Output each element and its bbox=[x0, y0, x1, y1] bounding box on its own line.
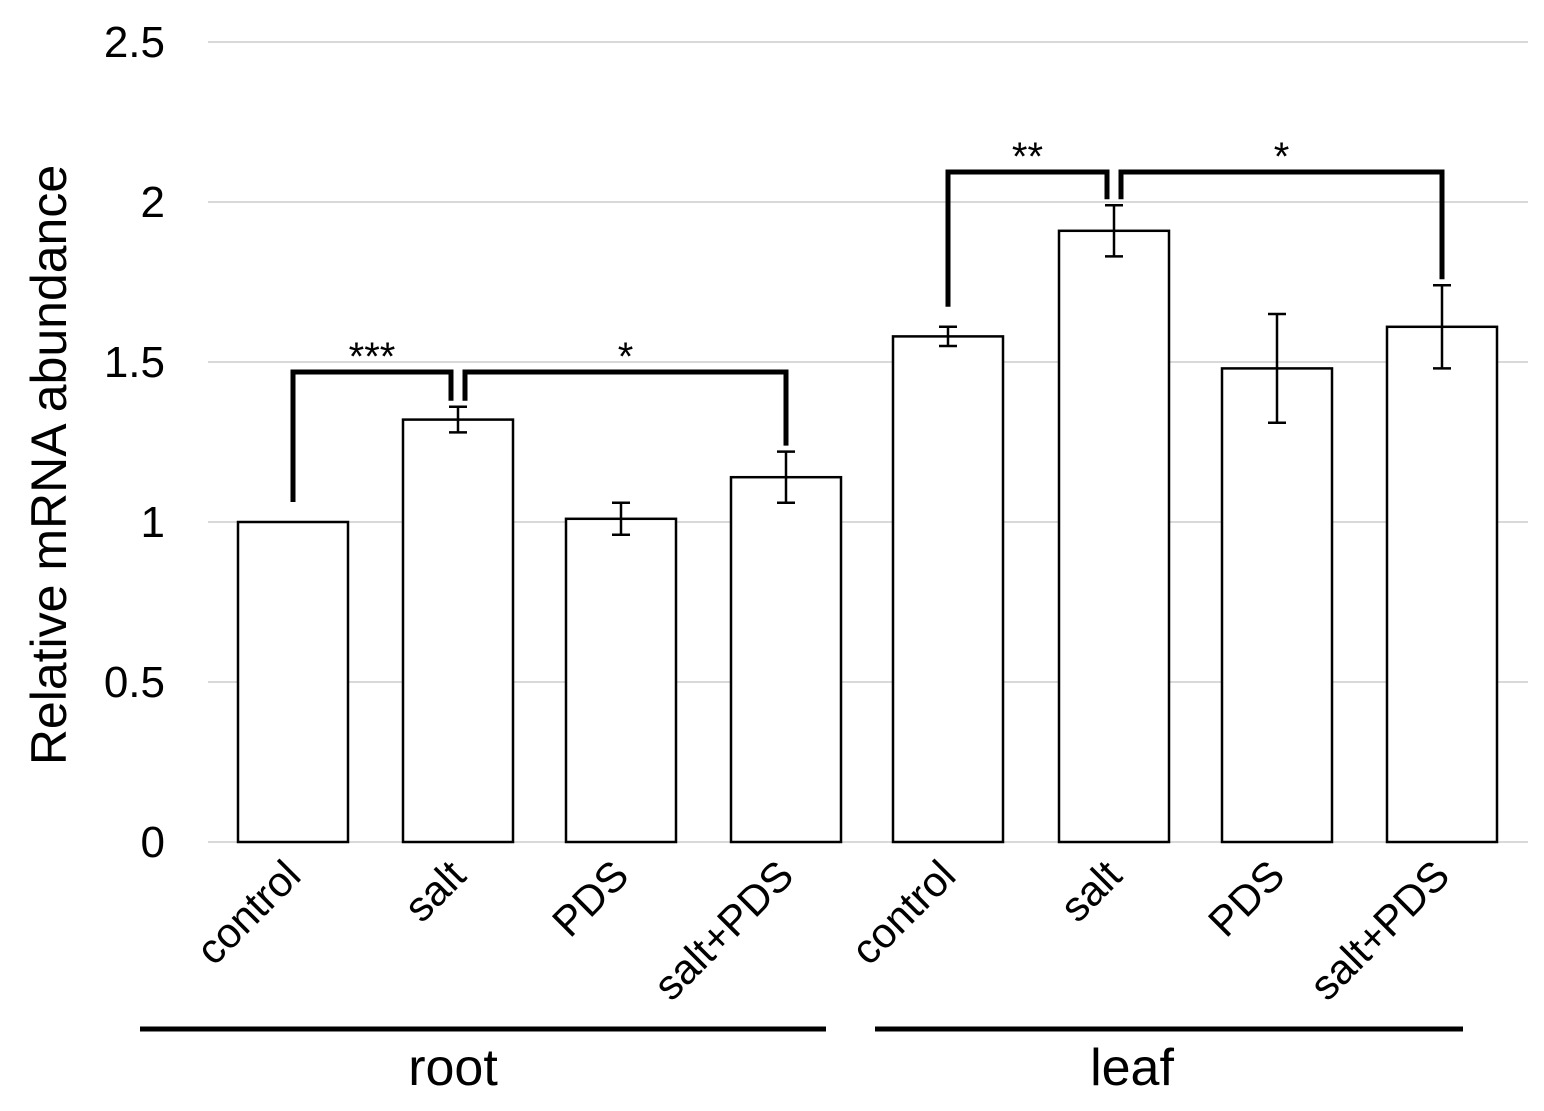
bar bbox=[564, 517, 678, 844]
bar bbox=[1385, 325, 1499, 844]
x-tick-label: salt bbox=[1051, 851, 1131, 931]
x-tick-label: PDS bbox=[1199, 851, 1293, 945]
bar bbox=[401, 418, 515, 844]
x-tick-label: salt+PDS bbox=[645, 851, 803, 1009]
x-tick-label: salt bbox=[395, 851, 475, 931]
y-tick-label: 0.5 bbox=[104, 658, 165, 707]
significance-bracket bbox=[945, 169, 1110, 307]
y-tick-label: 2.5 bbox=[104, 18, 165, 67]
bar bbox=[891, 335, 1005, 844]
y-tick-label: 1 bbox=[141, 498, 165, 547]
x-axis-categories: control salt PDS salt+PDS control salt PDS salt… bbox=[187, 851, 1458, 1009]
y-tick-label: 0 bbox=[141, 818, 165, 867]
x-tick-label: control bbox=[842, 851, 964, 973]
significance-label: * bbox=[618, 335, 634, 379]
x-tick-label: salt+PDS bbox=[1301, 851, 1459, 1009]
significance-label: * bbox=[1274, 135, 1290, 179]
y-axis-ticks: 0 0.5 1 1.5 2 2.5 bbox=[104, 18, 165, 867]
group-label: root bbox=[408, 1039, 498, 1097]
significance-label: ** bbox=[1012, 135, 1043, 179]
bar bbox=[1057, 229, 1171, 844]
bar bbox=[236, 520, 350, 844]
significance-brackets: *** *** * bbox=[290, 135, 1445, 502]
bar bbox=[1220, 367, 1334, 844]
group-label: leaf bbox=[1090, 1039, 1174, 1097]
bar bbox=[729, 475, 843, 844]
error-bars bbox=[449, 203, 1451, 537]
x-tick-label: PDS bbox=[543, 851, 637, 945]
x-tick-label: control bbox=[187, 851, 309, 973]
bars bbox=[236, 229, 1499, 844]
y-axis-label: Relative mRNA abundance bbox=[21, 165, 77, 765]
significance-bracket bbox=[290, 369, 454, 502]
y-tick-label: 2 bbox=[141, 178, 165, 227]
y-tick-label: 1.5 bbox=[104, 338, 165, 387]
significance-label: *** bbox=[349, 335, 396, 379]
significance-bracket bbox=[1118, 169, 1445, 280]
significance-bracket bbox=[462, 369, 789, 446]
group-labels: root leaf bbox=[140, 1026, 1463, 1097]
